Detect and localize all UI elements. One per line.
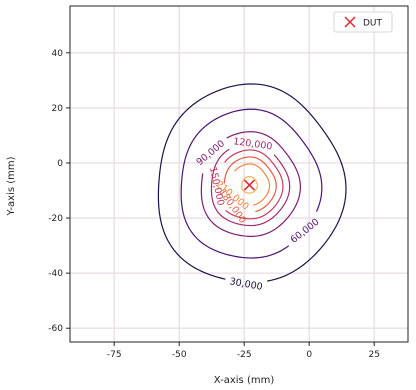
x-tick-label: -75 (107, 350, 122, 360)
legend-label: DUT (363, 19, 383, 29)
y-tick-label: 40 (52, 49, 64, 59)
contour-line (210, 148, 291, 227)
x-tick-label: 25 (368, 350, 379, 360)
contour-line (241, 176, 259, 194)
dut-marker-stroke (243, 179, 255, 191)
y-tick-label: -20 (48, 214, 63, 224)
dut-marker (243, 179, 255, 191)
legend-marker-x-icon (344, 16, 356, 28)
contour-lines (157, 83, 347, 282)
contour-line (224, 149, 284, 220)
grid (70, 6, 408, 342)
legend-box (333, 11, 393, 33)
plot-frame (69, 5, 409, 343)
x-tick-label: 0 (306, 350, 312, 360)
contour-line (180, 108, 323, 259)
y-tick-label: 20 (52, 104, 64, 114)
contour-label: 120,000 (233, 136, 273, 152)
contour-label: 30,000 (229, 276, 264, 293)
x-tick-label: -25 (237, 350, 252, 360)
legend: DUT (333, 11, 393, 33)
y-axis-label: Y-axis (mm) (6, 156, 17, 216)
contour-line (234, 163, 271, 206)
contour-line (157, 83, 347, 282)
y-tick-label: -40 (48, 269, 63, 279)
y-tick-label: -60 (48, 324, 63, 334)
axis-ticks: -75 -50 -25 0 25 -60 -40 -20 0 20 40 (48, 49, 380, 360)
contour-line (223, 156, 277, 213)
y-tick-label: 0 (57, 159, 63, 169)
contour-line (200, 131, 301, 237)
x-tick-label: -50 (172, 350, 187, 360)
x-axis-label: X-axis (mm) (214, 375, 275, 386)
contour-label: 60,000 (289, 217, 322, 246)
